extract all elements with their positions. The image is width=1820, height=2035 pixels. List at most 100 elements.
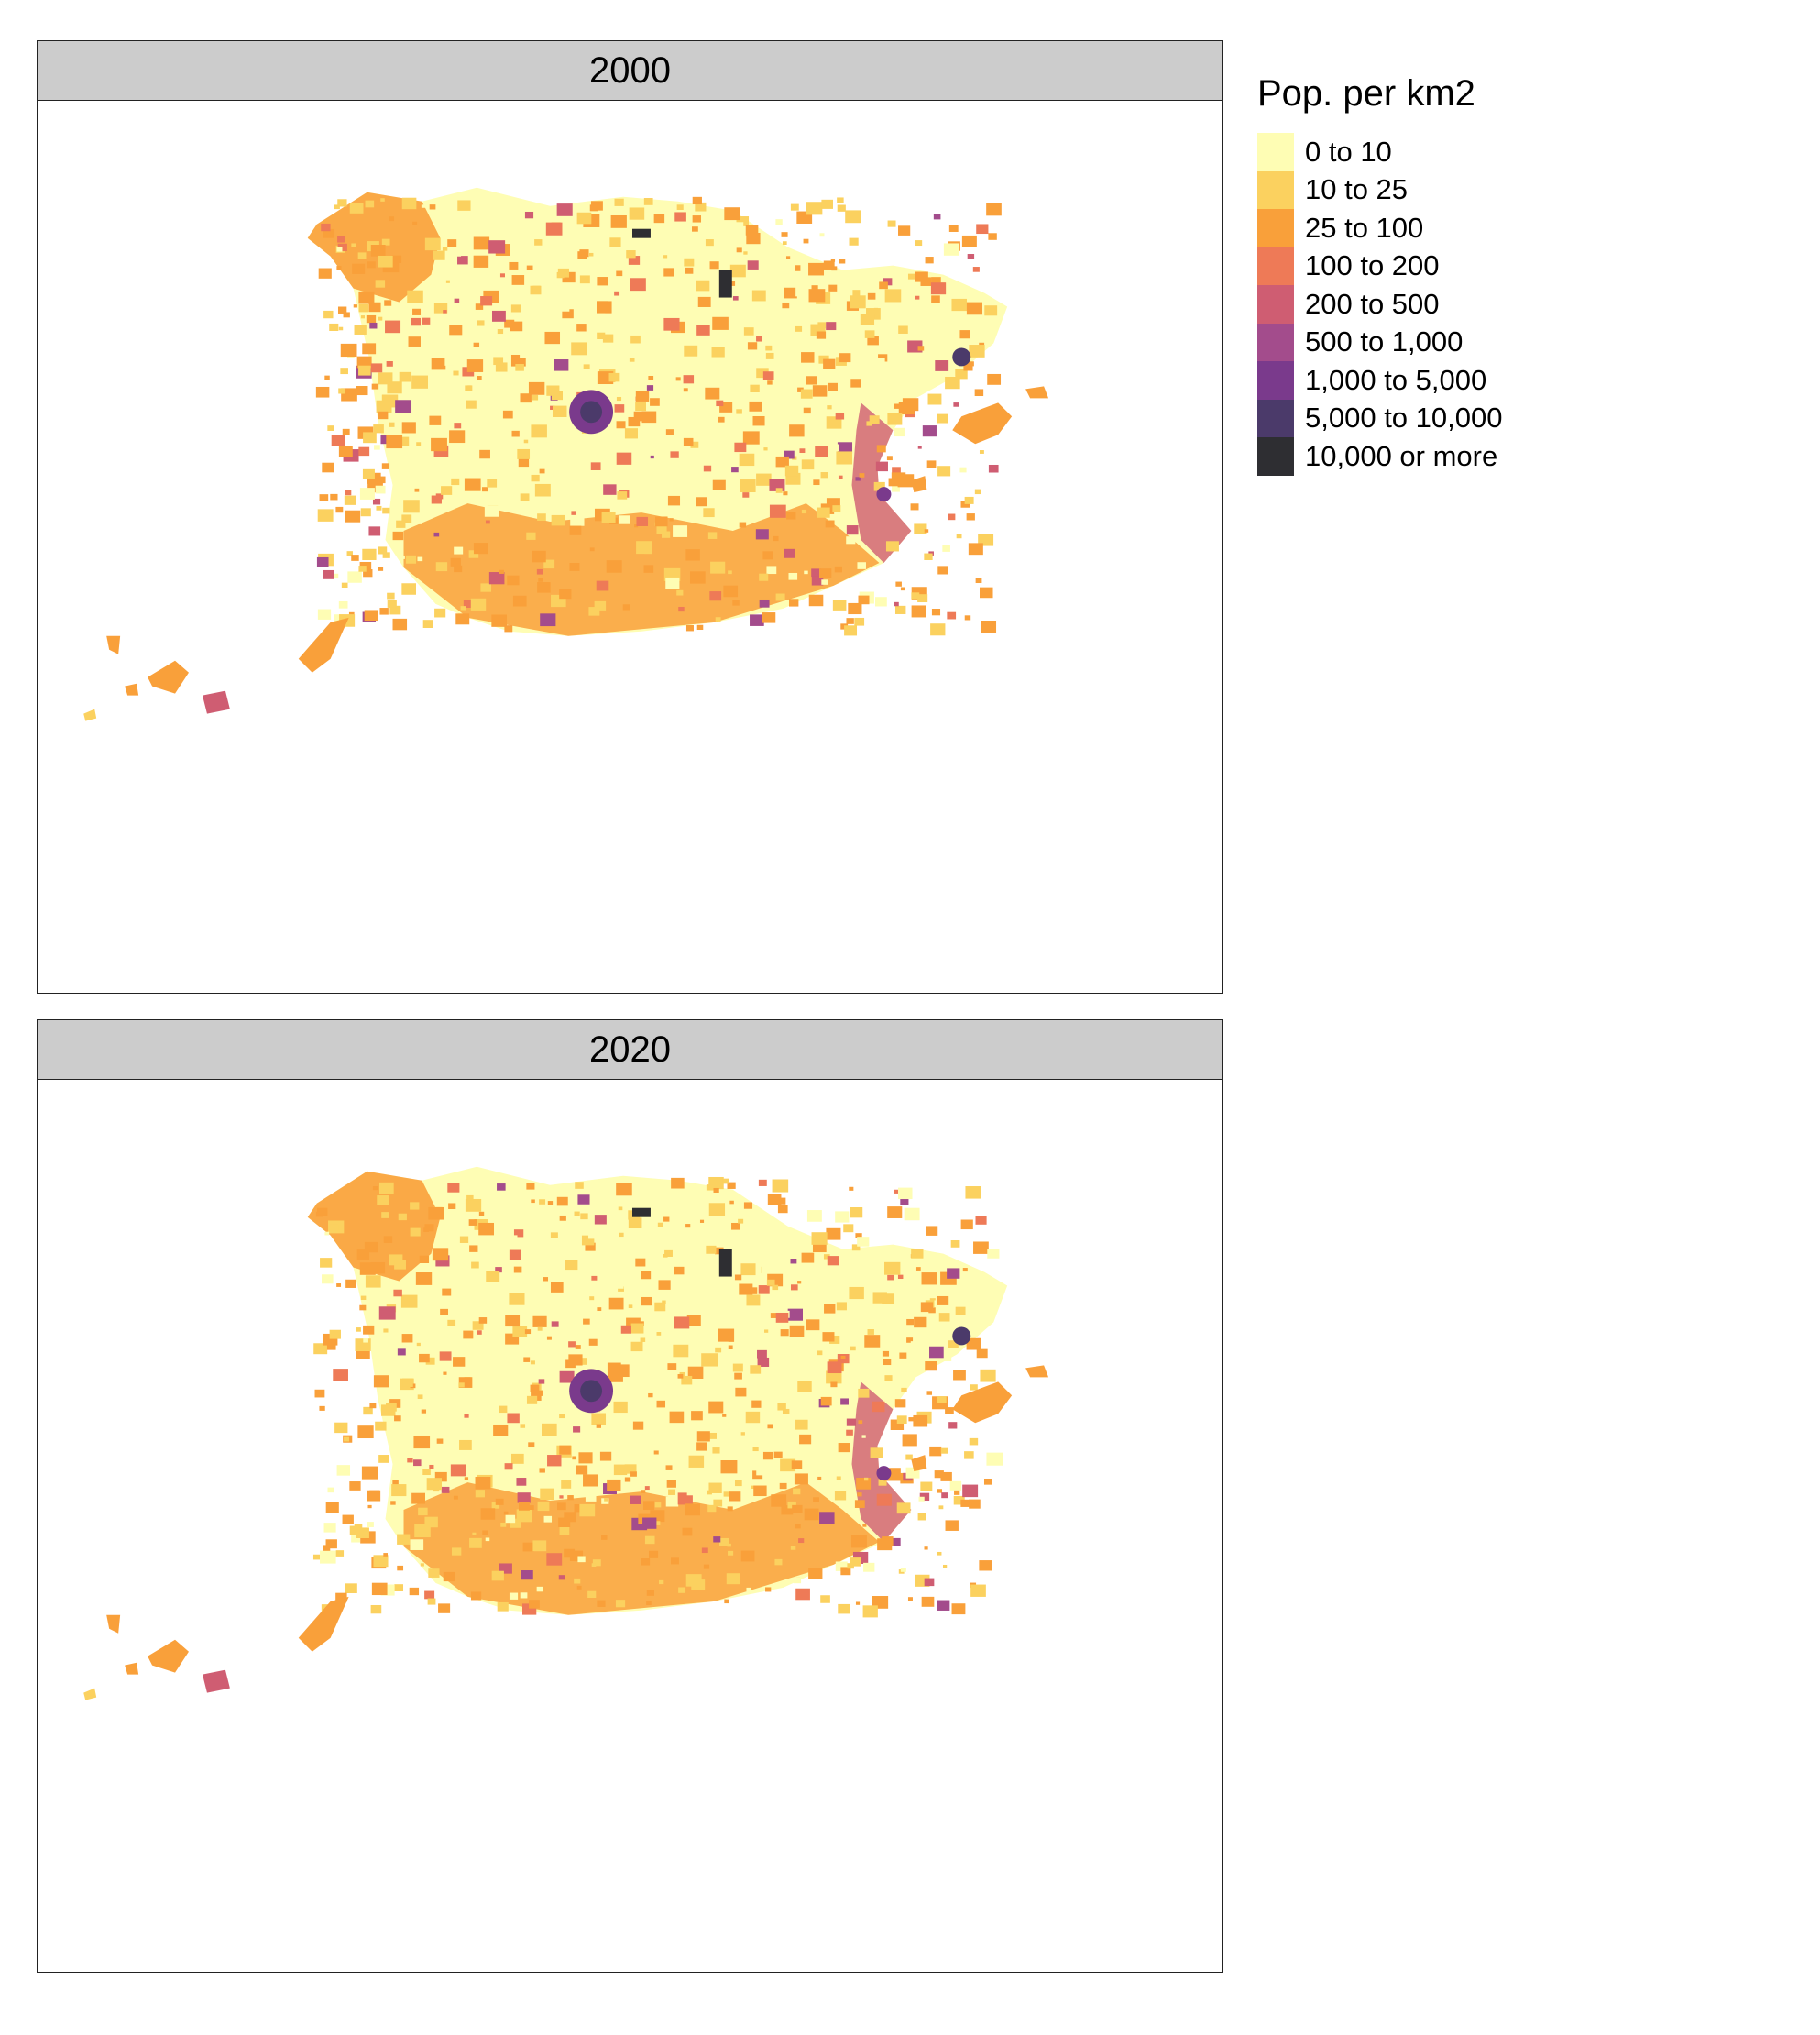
municipality-patch [601, 512, 616, 523]
municipality-patch [334, 614, 344, 622]
municipality-patch [391, 255, 402, 263]
municipality-patch [327, 1487, 334, 1493]
municipality-patch [591, 1563, 597, 1568]
municipality-patch [855, 1601, 861, 1605]
municipality-patch [422, 317, 431, 324]
municipality-patch [828, 382, 838, 391]
municipality-patch [850, 1557, 861, 1567]
legend-label: 5,000 to 10,000 [1305, 402, 1503, 434]
municipality-patch [863, 1562, 875, 1572]
municipality-patch [347, 571, 362, 583]
municipality-patch [454, 298, 460, 303]
municipality-patch [345, 490, 352, 496]
municipality-patch [392, 618, 408, 631]
municipality-patch [797, 387, 804, 392]
municipality-patch [921, 1596, 935, 1607]
municipality-patch [397, 436, 410, 446]
municipality-patch [421, 204, 426, 208]
municipality-patch [435, 562, 448, 572]
municipality-patch [532, 1315, 547, 1327]
municipality-patch [918, 1496, 925, 1502]
legend-swatch [1257, 209, 1294, 248]
municipality-patch [894, 403, 901, 409]
barcelona-area [952, 1326, 971, 1346]
municipality-patch [561, 1480, 572, 1489]
municipality-patch [981, 620, 997, 633]
municipality-patch [464, 478, 481, 491]
municipality-patch [718, 1537, 729, 1546]
municipality-patch [477, 1330, 482, 1335]
municipality-patch [894, 1399, 906, 1408]
municipality-patch [335, 1550, 345, 1556]
municipality-patch [463, 1330, 474, 1339]
municipality-patch [323, 310, 334, 319]
municipality-patch [546, 1336, 552, 1340]
municipality-patch [775, 488, 783, 493]
municipality-patch [318, 268, 332, 279]
municipality-patch [543, 559, 555, 569]
municipality-patch [558, 1517, 571, 1528]
municipality-patch [839, 353, 851, 363]
mediterranean-coast [851, 402, 912, 563]
municipality-patch [369, 322, 378, 329]
municipality-patch [859, 473, 865, 478]
municipality-patch [745, 225, 759, 236]
municipality-patch [571, 342, 587, 356]
municipality-patch [962, 1484, 979, 1498]
municipality-patch [577, 251, 587, 259]
municipality-patch [804, 1508, 819, 1521]
municipality-patch [780, 1329, 789, 1336]
municipality-patch [370, 245, 386, 257]
municipality-patch [485, 520, 490, 524]
municipality-patch [988, 233, 997, 240]
municipality-patch [571, 511, 576, 515]
municipality-patch [669, 1411, 685, 1424]
municipality-patch [616, 1182, 632, 1196]
municipality-patch [835, 1561, 848, 1571]
municipality-patch [712, 1447, 720, 1454]
municipality-patch [815, 446, 829, 457]
municipality-patch [782, 1408, 790, 1414]
municipality-patch [878, 1479, 887, 1486]
municipality-patch [343, 312, 350, 318]
municipality-patch [964, 496, 974, 504]
municipality-patch [413, 1435, 431, 1449]
municipality-patch [712, 316, 729, 330]
municipality-patch [412, 308, 422, 315]
municipality-patch [326, 1342, 336, 1350]
municipality-patch [666, 1480, 676, 1488]
municipality-patch [431, 358, 446, 370]
municipality-patch [574, 1503, 585, 1512]
municipality-patch [777, 1197, 786, 1204]
municipality-patch [480, 583, 492, 592]
municipality-patch [475, 1490, 486, 1498]
municipality-patch [411, 317, 422, 326]
municipality-patch [696, 280, 710, 292]
municipality-patch [872, 1401, 885, 1413]
municipality-patch [592, 1559, 601, 1567]
municipality-patch [972, 267, 980, 272]
municipality-patch [486, 1270, 500, 1282]
municipality-patch [497, 440, 511, 452]
municipality-patch [588, 1338, 598, 1346]
municipality-patch [657, 1222, 663, 1227]
municipality-patch [731, 467, 739, 473]
municipality-patch [531, 474, 540, 482]
municipality-patch [817, 1476, 822, 1480]
municipality-patch [872, 1596, 889, 1609]
municipality-patch [420, 1563, 424, 1567]
municipality-patch [723, 585, 739, 598]
municipality-patch [945, 1520, 959, 1531]
municipality-patch [356, 1346, 360, 1350]
municipality-patch [538, 1379, 545, 1384]
municipality-patch [540, 1488, 554, 1501]
municipality-patch [683, 388, 688, 392]
municipality-patch [756, 368, 769, 379]
municipality-patch [734, 1372, 742, 1380]
municipality-patch [387, 600, 397, 608]
municipality-patch [562, 309, 574, 319]
municipality-patch [692, 226, 698, 232]
municipality-patch [568, 1341, 576, 1348]
municipality-patch [654, 1502, 662, 1508]
municipality-patch [522, 1542, 534, 1552]
